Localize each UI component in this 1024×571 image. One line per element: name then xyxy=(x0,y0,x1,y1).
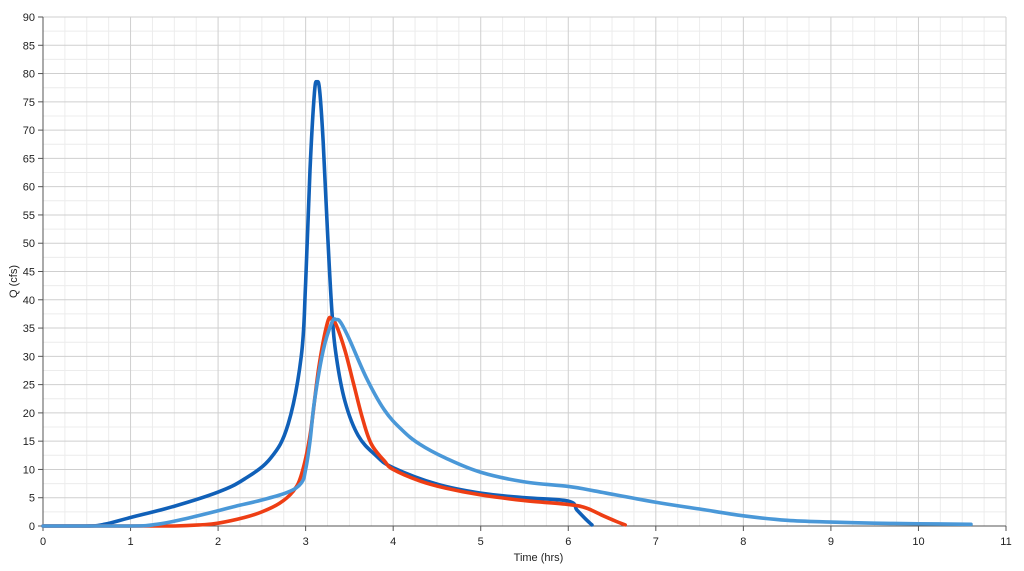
x-tick-label: 4 xyxy=(390,536,396,548)
y-tick-label: 85 xyxy=(23,40,35,52)
series-line-2 xyxy=(41,315,627,528)
y-tick-label: 80 xyxy=(23,69,35,81)
y-tick-label: 70 xyxy=(23,125,35,137)
x-tick-label: 0 xyxy=(40,536,46,548)
y-tick-label: 45 xyxy=(23,267,35,279)
x-tick-label: 3 xyxy=(303,536,309,548)
y-tick-label: 90 xyxy=(23,12,35,24)
x-tick-label: 1 xyxy=(127,536,133,548)
x-tick-label: 5 xyxy=(478,536,484,548)
y-tick-label: 25 xyxy=(23,380,35,392)
x-tick-label: 2 xyxy=(215,536,221,548)
y-tick-label: 60 xyxy=(23,182,35,194)
x-tick-label: 8 xyxy=(740,536,746,548)
y-tick-label: 30 xyxy=(23,351,35,363)
y-tick-label: 35 xyxy=(23,323,35,335)
x-tick-label: 9 xyxy=(828,536,834,548)
y-tick-label: 50 xyxy=(23,238,35,250)
x-tick-label: 10 xyxy=(912,536,924,548)
y-tick-label: 20 xyxy=(23,408,35,420)
x-tick-label: 7 xyxy=(653,536,659,548)
x-axis-title: Time (hrs) xyxy=(514,552,564,564)
y-tick-label: 65 xyxy=(23,153,35,165)
y-tick-label: 5 xyxy=(29,493,35,505)
y-tick-label: 15 xyxy=(23,436,35,448)
series-line-3 xyxy=(41,317,973,528)
axes xyxy=(38,16,1007,531)
x-tick-label: 11 xyxy=(1000,536,1011,548)
y-tick-label: 75 xyxy=(23,97,35,109)
y-tick-label: 0 xyxy=(29,521,35,533)
plot-area xyxy=(41,79,973,528)
tick-labels: 0 1 2 3 4 5 6 7 8 9 10 1105101520253035404550556065… xyxy=(23,12,1012,548)
y-tick-label: 10 xyxy=(23,464,35,476)
y-axis-title: Q (cfs) xyxy=(8,265,20,298)
y-tick-label: 40 xyxy=(23,295,35,307)
y-tick-label: 55 xyxy=(23,210,35,222)
series-line-1 xyxy=(41,79,594,528)
x-tick-label: 6 xyxy=(565,536,571,548)
